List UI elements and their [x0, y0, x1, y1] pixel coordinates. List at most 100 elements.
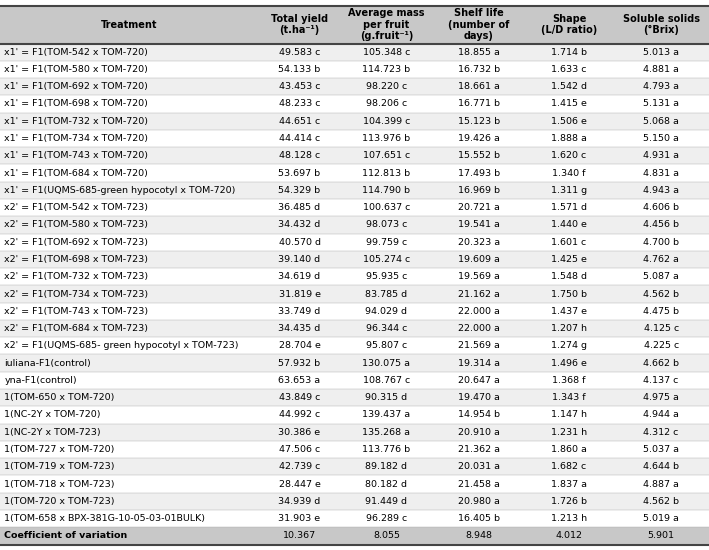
- Bar: [259, 130, 340, 147]
- Text: 5.013 a: 5.013 a: [643, 48, 679, 57]
- Bar: [525, 95, 613, 113]
- Bar: [0, 182, 259, 199]
- Bar: [525, 78, 613, 95]
- Bar: [0, 493, 259, 510]
- Bar: [432, 95, 525, 113]
- Text: x2' = F1(TOM-580 x TOM-723): x2' = F1(TOM-580 x TOM-723): [4, 221, 148, 229]
- Bar: [0, 113, 259, 130]
- Text: 1.620 c: 1.620 c: [552, 151, 586, 160]
- Bar: [340, 493, 432, 510]
- Text: 19.609 a: 19.609 a: [457, 255, 500, 264]
- Bar: [0, 251, 259, 268]
- Text: 20.721 a: 20.721 a: [457, 203, 500, 212]
- Text: 4.644 b: 4.644 b: [643, 462, 679, 471]
- Bar: [259, 251, 340, 268]
- Bar: [525, 234, 613, 251]
- Text: 31.903 e: 31.903 e: [279, 514, 320, 523]
- Bar: [259, 302, 340, 320]
- Text: 21.362 a: 21.362 a: [457, 445, 500, 454]
- Bar: [0, 285, 259, 302]
- Text: 4.662 b: 4.662 b: [643, 359, 679, 367]
- Bar: [432, 43, 525, 61]
- Bar: [340, 302, 432, 320]
- Bar: [0, 147, 259, 164]
- Bar: [432, 130, 525, 147]
- Text: x1' = F1(TOM-734 x TOM-720): x1' = F1(TOM-734 x TOM-720): [4, 134, 148, 143]
- Bar: [340, 147, 432, 164]
- Bar: [0, 61, 259, 78]
- Bar: [432, 61, 525, 78]
- Text: Shape
(L/D ratio): Shape (L/D ratio): [541, 14, 597, 35]
- Bar: [613, 95, 709, 113]
- Bar: [432, 354, 525, 372]
- Bar: [432, 147, 525, 164]
- Bar: [259, 406, 340, 424]
- Bar: [340, 251, 432, 268]
- Text: 5.037 a: 5.037 a: [643, 445, 679, 454]
- Text: 21.458 a: 21.458 a: [457, 480, 500, 488]
- Bar: [259, 389, 340, 406]
- Text: x1' = F1(TOM-698 x TOM-720): x1' = F1(TOM-698 x TOM-720): [4, 100, 148, 108]
- Bar: [259, 441, 340, 458]
- Bar: [340, 95, 432, 113]
- Text: 36.485 d: 36.485 d: [279, 203, 320, 212]
- Bar: [0, 216, 259, 234]
- Bar: [0, 389, 259, 406]
- Bar: [259, 199, 340, 216]
- Bar: [432, 216, 525, 234]
- Text: 4.944 a: 4.944 a: [643, 410, 679, 420]
- Text: x2' = F1(UQMS-685- green hypocotyl x TOM-723): x2' = F1(UQMS-685- green hypocotyl x TOM…: [4, 342, 239, 350]
- Text: 40.570 d: 40.570 d: [279, 238, 320, 247]
- Text: 4.887 a: 4.887 a: [643, 480, 679, 488]
- Text: 42.739 c: 42.739 c: [279, 462, 320, 471]
- Bar: [432, 424, 525, 441]
- Bar: [525, 475, 613, 493]
- Text: 4.137 c: 4.137 c: [644, 376, 679, 385]
- Text: 14.954 b: 14.954 b: [457, 410, 500, 420]
- Text: 15.552 b: 15.552 b: [457, 151, 500, 160]
- Text: 1.311 g: 1.311 g: [551, 186, 587, 195]
- Bar: [525, 510, 613, 527]
- Bar: [525, 337, 613, 354]
- Bar: [613, 372, 709, 389]
- Text: 1.571 d: 1.571 d: [551, 203, 587, 212]
- Bar: [259, 78, 340, 95]
- Text: 8.055: 8.055: [373, 531, 400, 540]
- Bar: [432, 372, 525, 389]
- Text: 107.651 c: 107.651 c: [363, 151, 410, 160]
- Text: 1.548 d: 1.548 d: [551, 272, 587, 281]
- Text: 4.225 c: 4.225 c: [644, 342, 679, 350]
- Text: 17.493 b: 17.493 b: [457, 168, 500, 178]
- Bar: [525, 164, 613, 182]
- Bar: [259, 510, 340, 527]
- Text: 5.901: 5.901: [647, 531, 675, 540]
- Bar: [525, 130, 613, 147]
- Text: 21.162 a: 21.162 a: [457, 289, 500, 299]
- Text: yna-F1(control): yna-F1(control): [4, 376, 77, 385]
- Text: 20.910 a: 20.910 a: [457, 428, 500, 437]
- Text: 1.714 b: 1.714 b: [551, 48, 587, 57]
- Bar: [525, 354, 613, 372]
- Text: 30.386 e: 30.386 e: [279, 428, 320, 437]
- Text: 18.661 a: 18.661 a: [457, 82, 500, 91]
- Text: 31.819 e: 31.819 e: [279, 289, 320, 299]
- Text: 5.131 a: 5.131 a: [643, 100, 679, 108]
- Text: 96.344 c: 96.344 c: [366, 324, 407, 333]
- Bar: [432, 302, 525, 320]
- Text: 1(TOM-650 x TOM-720): 1(TOM-650 x TOM-720): [4, 393, 115, 402]
- Text: 95.807 c: 95.807 c: [366, 342, 407, 350]
- Text: 1.343 f: 1.343 f: [552, 393, 586, 402]
- Text: 5.087 a: 5.087 a: [643, 272, 679, 281]
- Text: 5.150 a: 5.150 a: [643, 134, 679, 143]
- Text: x1' = F1(TOM-542 x TOM-720): x1' = F1(TOM-542 x TOM-720): [4, 48, 148, 57]
- Bar: [432, 475, 525, 493]
- Bar: [0, 6, 259, 43]
- Text: 48.233 c: 48.233 c: [279, 100, 320, 108]
- Text: 4.700 b: 4.700 b: [643, 238, 679, 247]
- Text: 113.976 b: 113.976 b: [362, 134, 411, 143]
- Bar: [525, 268, 613, 285]
- Bar: [340, 424, 432, 441]
- Text: 104.399 c: 104.399 c: [363, 117, 410, 126]
- Text: 1(NC-2Y x TOM-723): 1(NC-2Y x TOM-723): [4, 428, 101, 437]
- Bar: [259, 113, 340, 130]
